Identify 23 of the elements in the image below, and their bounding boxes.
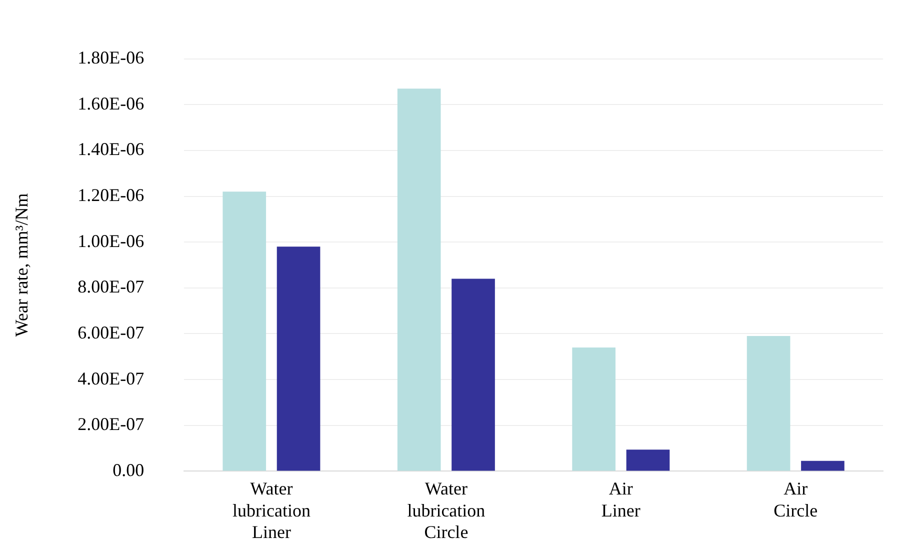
bar: [626, 450, 670, 471]
y-tick-label: 4.00E-07: [78, 368, 144, 388]
y-tick-label: 0.00: [112, 460, 144, 480]
y-tick-label: 8.00E-07: [78, 276, 144, 297]
y-tick-label: 2.00E-07: [78, 414, 144, 434]
y-tick-label: 1.60E-06: [78, 93, 144, 114]
bar: [452, 278, 495, 471]
bar: [572, 347, 616, 471]
bar: [397, 88, 441, 471]
bar: [801, 460, 844, 471]
bar: [746, 336, 790, 471]
y-axis-title: Wear rate, mm³/Nm: [12, 193, 32, 337]
x-tick-label: Water lubrication Circle: [407, 478, 486, 542]
x-tick-label: Air Circle: [774, 478, 818, 520]
y-tick-label: 6.00E-07: [78, 322, 144, 342]
y-tick-label: 1.80E-06: [78, 48, 144, 68]
x-tick-label: Air Liner: [601, 478, 640, 520]
bar: [276, 246, 320, 471]
y-tick-label: 1.40E-06: [78, 139, 144, 160]
bar: [222, 192, 266, 471]
x-tick-label: Water lubrication Liner: [232, 478, 310, 542]
y-tick-label: 1.20E-06: [78, 185, 144, 205]
y-tick-label: 1.00E-06: [78, 230, 144, 251]
